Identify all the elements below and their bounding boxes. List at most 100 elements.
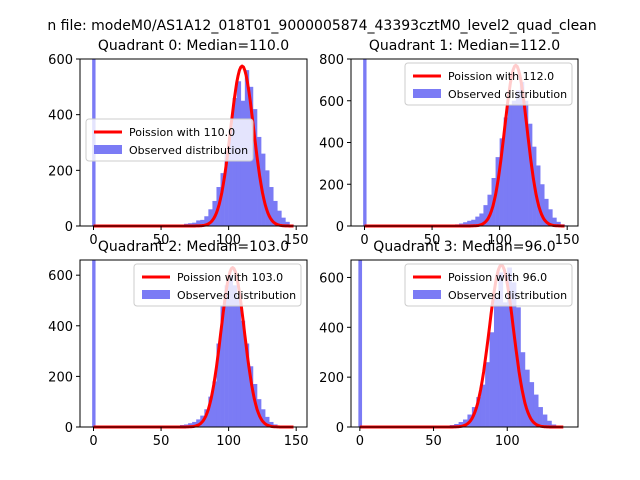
histogram-bar: [499, 138, 504, 226]
histogram-bar: [228, 275, 233, 427]
histogram-bar: [192, 222, 197, 226]
histogram-bar: [511, 100, 517, 226]
histogram-bar: [261, 409, 266, 427]
histogram-bar: [540, 184, 545, 226]
x-tick-label: 0: [356, 434, 364, 449]
histogram-bar: [273, 200, 278, 226]
subplot-2: 0 50 100 150 0 200 400 600 Quadrant 2: Median=10…: [48, 239, 308, 449]
histogram-bar: [188, 423, 193, 427]
y-tick-label: 0: [336, 421, 344, 436]
histogram-bar: [196, 220, 201, 226]
histogram-bar: [232, 285, 238, 427]
y-tick-label: 200: [48, 164, 73, 179]
histogram-bar: [536, 165, 541, 226]
histogram-bar: [544, 198, 549, 226]
legend-box: [85, 118, 254, 162]
histogram-bar: [220, 305, 225, 427]
histogram-bar-zero: [358, 260, 363, 427]
legend-hist-swatch: [413, 89, 441, 98]
legend-hist-label: Observed distribution: [448, 289, 567, 302]
histogram-bar: [511, 282, 517, 427]
legend-fit-label: Poission with 110.0: [129, 126, 235, 139]
histogram-bar: [200, 219, 205, 226]
x-tick-label: 150: [284, 233, 309, 248]
legend-fit-label: Poission with 96.0: [448, 271, 547, 284]
legend-fit-label: Poission with 112.0: [448, 70, 554, 83]
legend-box: [404, 263, 573, 307]
histogram-bar: [196, 419, 201, 427]
x-tick-label: 150: [284, 434, 309, 449]
histogram-bar: [224, 285, 229, 427]
histogram-bar: [480, 384, 486, 427]
x-tick-label: 100: [216, 233, 241, 248]
x-tick-label: 0: [89, 233, 97, 248]
histogram-bar: [458, 422, 464, 427]
x-tick-label: 50: [425, 434, 442, 449]
y-tick-label: 600: [319, 271, 344, 286]
x-tick-label: 100: [487, 233, 512, 248]
histogram-bar: [236, 297, 242, 427]
histogram-bar: [192, 421, 197, 427]
legend-fit-label: Poission with 103.0: [177, 271, 283, 284]
x-tick-label: 100: [495, 434, 520, 449]
x-tick-label: 0: [89, 434, 97, 449]
subplot-title: Quadrant 3: Median=96.0: [373, 239, 555, 255]
histogram-bar: [212, 381, 217, 427]
histogram-bar: [281, 217, 286, 226]
histogram-bar: [240, 320, 246, 427]
histogram-bar: [204, 409, 209, 427]
histogram-bar: [265, 416, 270, 427]
histogram-bar: [475, 216, 480, 226]
y-tick-label: 200: [319, 178, 344, 193]
histogram-bar: [487, 194, 492, 226]
histogram-bar: [228, 128, 233, 226]
histogram-bar: [507, 267, 512, 427]
x-tick-label: 100: [216, 434, 241, 449]
histogram-bar: [479, 213, 484, 226]
histogram-bar: [503, 117, 509, 226]
subplot-0: 0 50 100 150 0 200 400 600 Quadrant 0: Median=11…: [48, 38, 308, 248]
histogram-bar: [538, 407, 543, 427]
histogram-bar: [252, 109, 258, 226]
histogram-bar: [208, 396, 213, 427]
y-tick-label: 400: [48, 320, 73, 335]
histogram-bar: [524, 369, 530, 427]
histogram-bar: [548, 209, 553, 226]
legend-box: [404, 62, 573, 106]
histogram-bar: [463, 419, 468, 427]
histogram-bar: [471, 219, 476, 226]
histogram-bar: [232, 97, 238, 226]
axes-frame: [79, 58, 308, 227]
axes-frame: [79, 259, 308, 428]
legend-hist-swatch: [94, 145, 122, 154]
histogram-bar: [244, 343, 250, 427]
figure-suptitle: n file: modeM0/AS1A12_018T01_9000005874_…: [47, 18, 596, 34]
x-tick-label: 50: [424, 233, 441, 248]
x-tick-label: 0: [360, 233, 368, 248]
histogram-bar: [489, 332, 495, 427]
subplot-3: 0 50 100 0 200 400 600 Quadrant 3: Median=96.0 P…: [319, 239, 579, 449]
histogram-bar: [507, 104, 513, 226]
y-tick-label: 200: [48, 370, 73, 385]
histogram-bar: [476, 397, 482, 427]
x-tick-label: 50: [153, 434, 170, 449]
histogram-bar: [463, 222, 468, 226]
histogram-bar: [285, 221, 290, 226]
histogram-bar: [483, 205, 488, 226]
histogram-bar: [519, 81, 525, 227]
histogram-bar: [204, 216, 209, 226]
legend-hist-label: Observed distribution: [448, 88, 567, 101]
histogram-bar: [542, 414, 548, 427]
axes-frame: [350, 259, 579, 428]
y-tick-label: 400: [319, 137, 344, 152]
y-tick-label: 400: [48, 109, 73, 124]
histogram-bar: [277, 210, 282, 226]
x-tick-label: 150: [555, 233, 580, 248]
histogram-bar: [493, 297, 499, 427]
legend-box: [133, 263, 302, 307]
histogram-bar: [495, 157, 500, 226]
histogram-bar: [269, 421, 274, 427]
histogram-bar: [485, 362, 490, 427]
histogram-bar: [528, 123, 533, 226]
